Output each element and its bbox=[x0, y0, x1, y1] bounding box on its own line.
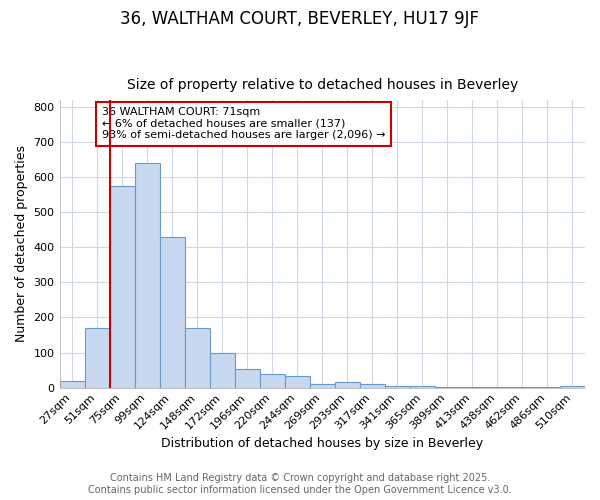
Bar bbox=[410, 386, 435, 388]
Bar bbox=[185, 328, 209, 388]
Y-axis label: Number of detached properties: Number of detached properties bbox=[15, 146, 28, 342]
Bar bbox=[160, 237, 185, 388]
Bar bbox=[560, 386, 585, 388]
Bar bbox=[134, 163, 160, 388]
Bar bbox=[485, 387, 510, 388]
Bar bbox=[335, 382, 360, 388]
Text: 36 WALTHAM COURT: 71sqm
← 6% of detached houses are smaller (137)
93% of semi-de: 36 WALTHAM COURT: 71sqm ← 6% of detached… bbox=[101, 108, 385, 140]
Bar bbox=[310, 384, 335, 388]
Bar bbox=[460, 386, 485, 388]
X-axis label: Distribution of detached houses by size in Beverley: Distribution of detached houses by size … bbox=[161, 437, 484, 450]
Text: Contains HM Land Registry data © Crown copyright and database right 2025.
Contai: Contains HM Land Registry data © Crown c… bbox=[88, 474, 512, 495]
Bar bbox=[360, 384, 385, 388]
Bar bbox=[85, 328, 110, 388]
Bar bbox=[260, 374, 285, 388]
Bar bbox=[235, 370, 260, 388]
Bar bbox=[435, 386, 460, 388]
Bar bbox=[110, 186, 134, 388]
Title: Size of property relative to detached houses in Beverley: Size of property relative to detached ho… bbox=[127, 78, 518, 92]
Bar bbox=[385, 386, 410, 388]
Bar bbox=[59, 380, 85, 388]
Text: 36, WALTHAM COURT, BEVERLEY, HU17 9JF: 36, WALTHAM COURT, BEVERLEY, HU17 9JF bbox=[121, 10, 479, 28]
Bar bbox=[209, 352, 235, 388]
Bar bbox=[285, 376, 310, 388]
